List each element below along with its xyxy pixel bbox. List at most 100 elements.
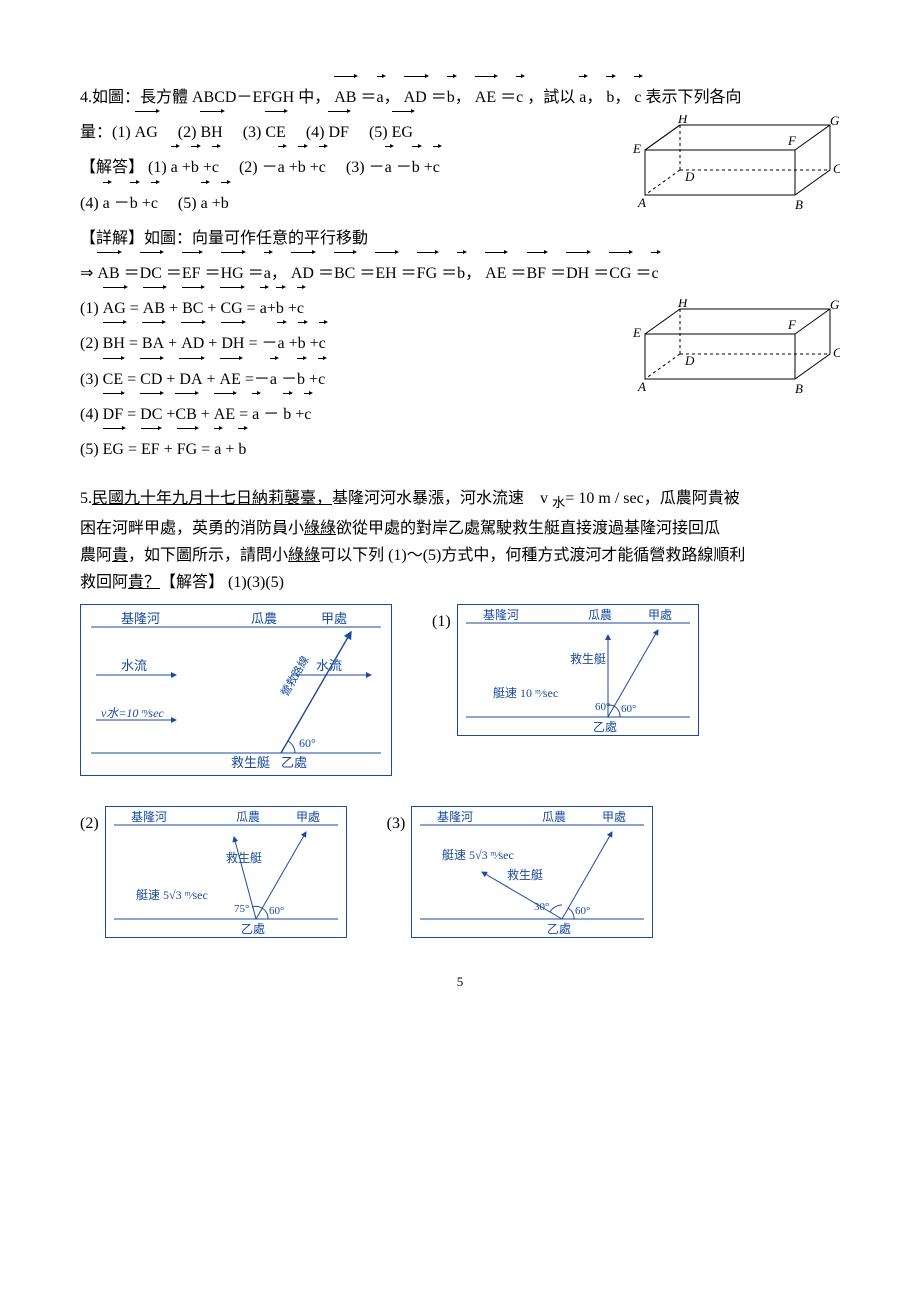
text: = <box>126 300 143 317</box>
q4: 4.如圖：長方體 ABCD－EFGH 中， AB ＝a， AD ＝b， AE ＝… <box>80 80 840 467</box>
svg-text:B: B <box>795 381 803 396</box>
svg-text:H: H <box>677 299 688 310</box>
svg-text:E: E <box>632 325 641 340</box>
vec-a: a <box>385 150 392 185</box>
vec: DA <box>179 362 202 397</box>
vec: b <box>457 256 465 291</box>
svg-text:救生艇: 救生艇 <box>507 867 543 882</box>
text: (4) <box>290 124 329 141</box>
svg-text:瓜農: 瓜農 <box>588 608 612 622</box>
vec-AB: AB <box>334 80 356 115</box>
svg-text:G: G <box>830 115 840 128</box>
svg-text:救生艇: 救生艇 <box>570 651 606 666</box>
vec-EG: EG <box>392 115 413 150</box>
svg-text:G: G <box>830 299 840 312</box>
svg-text:甲處: 甲處 <box>648 608 672 622</box>
vec: BF <box>527 256 547 291</box>
text: (5) <box>353 124 392 141</box>
svg-text:F: F <box>787 317 797 332</box>
vec: FG <box>417 256 437 291</box>
text: + <box>197 406 214 423</box>
svg-text:60°: 60° <box>269 905 284 917</box>
text: ， <box>614 89 630 106</box>
text: ，試以 <box>527 89 579 106</box>
vec: AE <box>485 256 506 291</box>
text: ⇒ <box>80 265 97 282</box>
text: = <box>243 300 260 317</box>
text: ＝ <box>427 89 447 106</box>
svg-text:D: D <box>684 169 695 184</box>
text: + <box>284 300 297 317</box>
q4-d4: (4) DF = DC +CB + AE = a － b +c <box>80 397 840 432</box>
vec-a: a <box>377 80 384 115</box>
text: + <box>199 159 212 176</box>
vec: BC <box>182 291 203 326</box>
text: － <box>277 371 297 388</box>
text: + <box>203 371 220 388</box>
text: ＝ <box>314 265 334 282</box>
svg-text:乙處: 乙處 <box>593 720 617 734</box>
svg-text:瓜農: 瓜農 <box>542 810 566 824</box>
text: = <box>124 441 141 458</box>
cuboid-diagram-1: A B C D E F G H <box>630 115 840 215</box>
text: (3) <box>227 124 266 141</box>
q5-main-diagram: 基隆河 瓜農 甲處 水流 水流 v水=10 ᵐ⁄sec 60° 救生艇 乙處 營… <box>80 604 392 776</box>
q4-d5: (5) EG = EF + FG = a + b <box>80 432 840 467</box>
text: + <box>306 335 319 352</box>
text: ＝ <box>397 265 417 282</box>
svg-text:基隆河: 基隆河 <box>437 809 473 824</box>
vec: c <box>304 397 311 432</box>
text: + <box>291 406 304 423</box>
svg-text:基隆河: 基隆河 <box>121 611 160 626</box>
vec: CG <box>609 256 631 291</box>
q5-option-2: (2) 基隆河 瓜農 甲處 救生艇 艇速 5√3 ᵐ⁄sec <box>80 806 347 938</box>
vec: EF <box>182 256 201 291</box>
svg-text:救生艇: 救生艇 <box>226 850 262 865</box>
text: 4.如圖：長方體 ABCD－EFGH 中， <box>80 89 330 106</box>
svg-text:基隆河: 基隆河 <box>483 607 519 622</box>
text: ＝ <box>437 265 457 282</box>
q5-option-3: (3) 基隆河 瓜農 甲處 艇速 5√3 ᵐ⁄sec 救生艇 <box>387 806 654 938</box>
text: + <box>203 300 220 317</box>
text: 救回阿 <box>80 574 128 591</box>
svg-text:v水=10 ᵐ⁄sec: v水=10 ᵐ⁄sec <box>101 706 164 720</box>
text: ＝ <box>589 265 609 282</box>
q5-diagrams: 基隆河 瓜農 甲處 水流 水流 v水=10 ᵐ⁄sec 60° 救生艇 乙處 營… <box>80 604 840 938</box>
text: (4) <box>80 195 103 212</box>
svg-text:甲處: 甲處 <box>321 611 347 626</box>
text: (5) <box>162 195 201 212</box>
text: ＝ <box>201 265 221 282</box>
svg-text:E: E <box>632 141 641 156</box>
vec-b: b <box>298 150 306 185</box>
svg-text:瓜農: 瓜農 <box>251 611 277 626</box>
svg-text:A: A <box>637 195 646 210</box>
text: = － <box>244 335 277 352</box>
vec-b: b <box>606 80 614 115</box>
svg-text:艇速 5√3 ᵐ⁄sec: 艇速 5√3 ᵐ⁄sec <box>136 888 208 902</box>
vec: AE <box>214 397 235 432</box>
vec: c <box>318 362 325 397</box>
text: = <box>123 406 140 423</box>
text: 農阿 <box>80 547 112 564</box>
vec: AE <box>220 362 241 397</box>
svg-text:營救路線: 營救路線 <box>277 654 311 699</box>
option-label: (3) <box>387 810 406 837</box>
text: + <box>305 371 318 388</box>
text: + <box>420 159 433 176</box>
vec-c: c <box>319 150 326 185</box>
svg-text:艇速 10 ᵐ⁄sec: 艇速 10 ᵐ⁄sec <box>493 686 558 700</box>
text: (2) － <box>223 159 278 176</box>
option-label: (1) <box>432 608 451 635</box>
vec-c: c <box>212 150 219 185</box>
text: 貴？ <box>128 574 160 591</box>
option-label: (2) <box>80 810 99 837</box>
text: 貴 <box>112 547 128 564</box>
vec-b: b <box>130 186 138 221</box>
text: + <box>306 159 319 176</box>
text: ， <box>586 89 602 106</box>
text: － <box>259 406 283 423</box>
text: + <box>164 335 181 352</box>
svg-text:C: C <box>833 161 840 176</box>
text: + <box>285 335 298 352</box>
text: 困在河畔甲處，英勇的消防員小 <box>80 520 304 537</box>
